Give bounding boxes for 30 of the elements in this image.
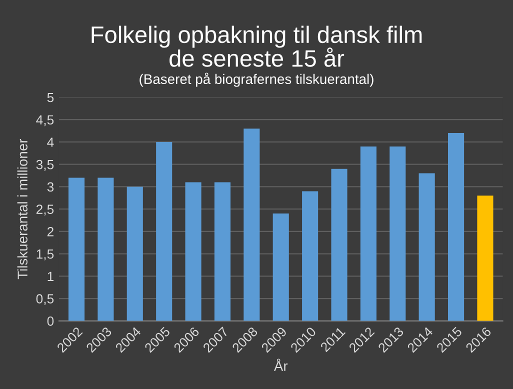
x-axis-title: År — [274, 358, 288, 371]
bar — [331, 168, 348, 321]
y-tick-label: 3 — [47, 182, 54, 192]
bar — [126, 186, 143, 321]
chart-subtitle: (Baseret på biografernes tilskuerantal) — [140, 72, 374, 87]
bar — [360, 146, 376, 321]
bar — [418, 173, 435, 321]
y-tick-label: 5 — [47, 92, 54, 102]
bar — [390, 146, 406, 321]
y-tick-label: 1,5 — [36, 250, 54, 260]
bar — [302, 191, 318, 321]
chart-title: Folkelig opbakning til dansk film de seneste 15 år — [92, 26, 422, 67]
bar — [272, 214, 289, 321]
y-tick-label: 4,5 — [36, 115, 54, 126]
y-tick-label: 3,5 — [36, 160, 54, 171]
bar — [185, 182, 202, 321]
y-tick-label: 4 — [47, 138, 54, 147]
bar — [244, 128, 260, 321]
y-tick-label: 2 — [47, 227, 54, 236]
bar — [156, 142, 172, 321]
bar — [98, 178, 114, 321]
y-tick-label: 2,5 — [36, 204, 54, 216]
y-tick-label: 1 — [48, 272, 54, 281]
bar — [214, 182, 231, 321]
bar — [477, 196, 494, 321]
bar — [448, 133, 464, 321]
y-tick-label: 0,5 — [36, 294, 54, 306]
y-tick-label: 0 — [47, 316, 54, 326]
y-axis-title: Tilskuerantal i millioner — [17, 138, 28, 280]
bar — [68, 178, 85, 321]
